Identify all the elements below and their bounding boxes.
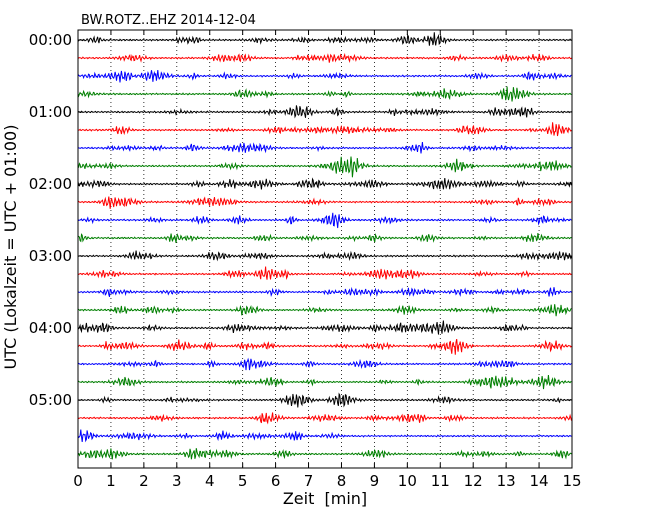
x-tick-label: 9 bbox=[370, 472, 380, 490]
x-tick-label: 0 bbox=[73, 472, 83, 490]
y-tick-label: 02:00 bbox=[29, 175, 72, 193]
seismic-trace bbox=[77, 375, 572, 390]
x-tick-label: 13 bbox=[497, 472, 516, 490]
chart-title: BW.ROTZ..EHZ 2014-12-04 bbox=[81, 13, 256, 28]
seismic-trace bbox=[77, 412, 572, 425]
y-tick-label: 04:00 bbox=[29, 319, 72, 337]
x-tick-label: 1 bbox=[106, 472, 116, 490]
seismic-trace bbox=[77, 105, 572, 119]
x-tick-label: 6 bbox=[271, 472, 281, 490]
y-axis-label: UTC (Lokalzeit = UTC + 01:00) bbox=[1, 125, 20, 370]
y-tick-label: 01:00 bbox=[29, 103, 72, 121]
seismic-trace bbox=[77, 32, 572, 46]
plot-frame bbox=[77, 29, 573, 469]
x-tick-label: 5 bbox=[238, 472, 248, 490]
x-tick-label: 8 bbox=[337, 472, 347, 490]
y-tick-label: 03:00 bbox=[29, 247, 72, 265]
y-axis: 00:00 01:00 02:00 03:00 04:00 05:00 bbox=[29, 31, 572, 409]
x-tick-label: 11 bbox=[431, 472, 450, 490]
x-tick-label: 3 bbox=[172, 472, 182, 490]
x-tick-label: 14 bbox=[530, 472, 549, 490]
seismic-trace bbox=[77, 320, 572, 335]
seismic-trace bbox=[77, 86, 572, 102]
x-tick-label: 12 bbox=[464, 472, 483, 490]
x-tick-label: 15 bbox=[562, 472, 581, 490]
seismic-trace bbox=[77, 52, 572, 64]
x-tick-label: 10 bbox=[398, 472, 417, 490]
x-tick-label: 4 bbox=[205, 472, 215, 490]
seismic-trace bbox=[77, 212, 572, 229]
seismic-trace bbox=[77, 338, 572, 355]
seismic-trace bbox=[77, 392, 572, 408]
x-axis-label: Zeit [min] bbox=[283, 489, 367, 508]
x-tick-label: 7 bbox=[304, 472, 314, 490]
seismic-trace bbox=[77, 177, 572, 190]
traces bbox=[77, 32, 572, 460]
seismic-trace bbox=[77, 357, 572, 371]
x-tick-label: 2 bbox=[139, 472, 149, 490]
seismic-trace bbox=[77, 142, 572, 154]
seismic-trace bbox=[77, 286, 572, 297]
seismic-trace bbox=[77, 122, 572, 137]
seismic-trace bbox=[77, 448, 572, 460]
seismic-trace bbox=[77, 250, 572, 262]
seismic-trace bbox=[77, 156, 572, 178]
seismic-trace bbox=[77, 429, 572, 443]
seismic-trace bbox=[77, 266, 572, 281]
seismic-trace bbox=[77, 304, 572, 317]
x-axis: 0 1 2 3 4 5 6 7 8 9 10 11 12 13 14 15 bbox=[73, 30, 582, 490]
seismic-trace bbox=[77, 232, 572, 243]
y-tick-label: 00:00 bbox=[29, 31, 72, 49]
seismic-trace bbox=[77, 196, 572, 209]
seismic-trace bbox=[77, 69, 572, 83]
y-tick-label: 05:00 bbox=[29, 391, 72, 409]
